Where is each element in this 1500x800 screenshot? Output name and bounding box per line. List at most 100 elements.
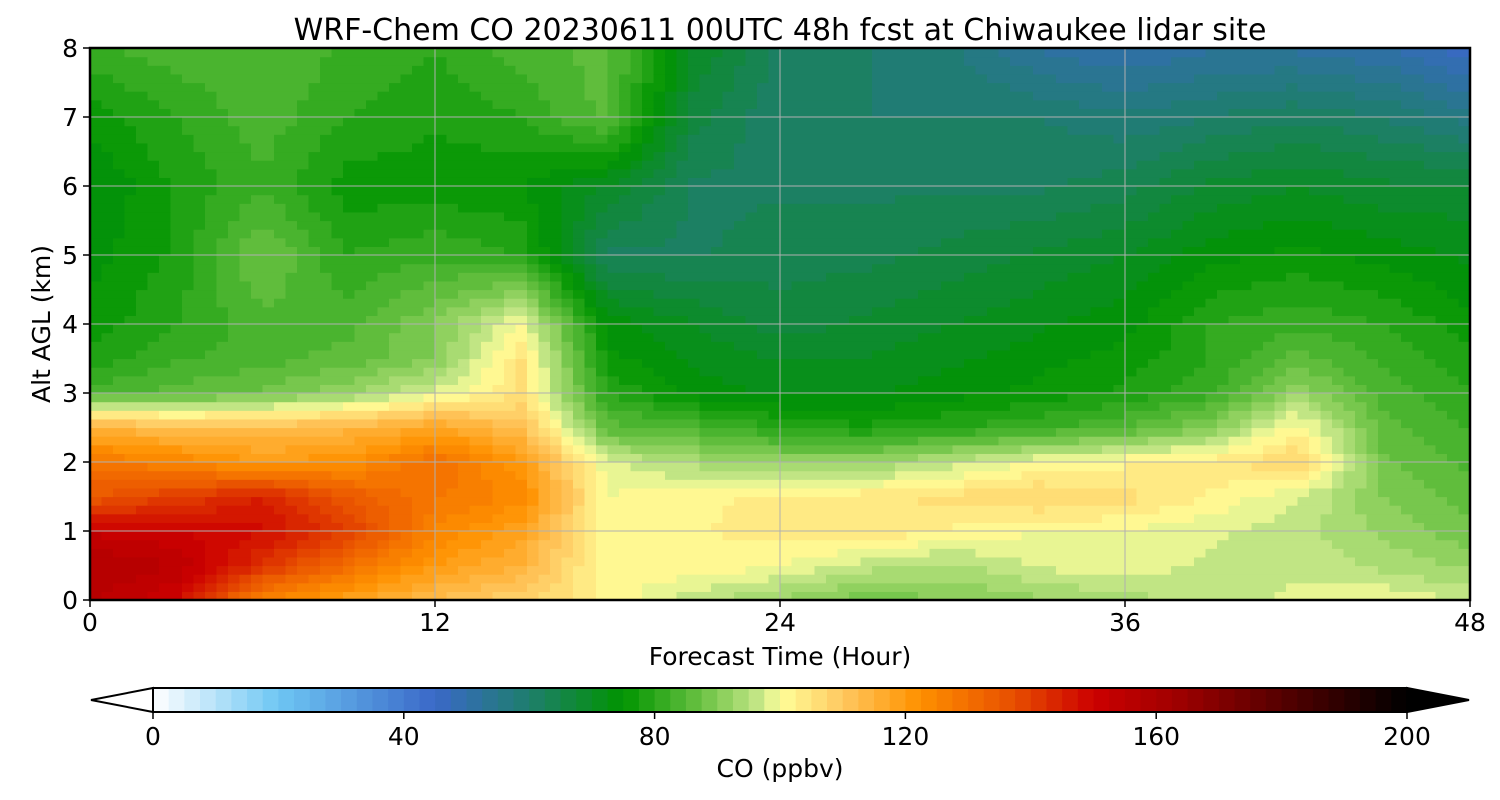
heatmap-cell — [826, 82, 839, 92]
heatmap-cell — [757, 211, 770, 222]
heatmap-cell — [159, 142, 172, 153]
heatmap-cell — [423, 496, 436, 506]
heatmap-cell — [469, 332, 482, 342]
heatmap-cell — [653, 194, 666, 204]
heatmap-cell — [377, 332, 390, 342]
heatmap-cell — [446, 556, 459, 567]
heatmap-cell — [642, 315, 655, 325]
heatmap-cell — [975, 565, 988, 575]
heatmap-cell — [676, 177, 689, 187]
heatmap-cell — [734, 487, 747, 498]
heatmap-cell — [262, 436, 275, 446]
heatmap-cell — [780, 444, 793, 454]
heatmap-cell — [780, 142, 793, 153]
heatmap-cell — [734, 246, 747, 256]
heatmap-cell — [653, 117, 666, 127]
heatmap-cell — [285, 349, 298, 360]
heatmap-cell — [354, 56, 367, 66]
heatmap-cell — [101, 375, 114, 385]
heatmap-cell — [711, 255, 724, 265]
heatmap-cell — [481, 358, 494, 368]
heatmap-cell — [239, 513, 252, 523]
heatmap-cell — [722, 591, 735, 601]
heatmap-cell — [538, 453, 551, 463]
heatmap-cell — [113, 393, 126, 403]
heatmap-cell — [216, 531, 229, 541]
heatmap-cell — [538, 289, 551, 299]
heatmap-cell — [699, 289, 712, 299]
heatmap-cell — [952, 341, 965, 351]
heatmap-cell — [584, 151, 597, 161]
heatmap-cell — [929, 82, 942, 92]
heatmap-cell — [228, 263, 241, 273]
heatmap-cell — [895, 496, 908, 506]
heatmap-cell — [768, 393, 781, 403]
heatmap-cell — [159, 479, 172, 489]
heatmap-cell — [435, 65, 448, 75]
heatmap-cell — [147, 246, 160, 256]
heatmap-cell — [929, 375, 942, 385]
heatmap-cell — [285, 427, 298, 437]
heatmap-cell — [113, 315, 126, 325]
heatmap-cell — [285, 272, 298, 282]
heatmap-cell — [665, 513, 678, 523]
heatmap-cell — [297, 142, 310, 153]
heatmap-cell — [745, 531, 758, 541]
heatmap-cell — [515, 367, 528, 377]
heatmap-cell — [458, 160, 471, 170]
heatmap-cell — [274, 280, 287, 291]
heatmap-cell — [170, 332, 183, 342]
heatmap-cell — [895, 229, 908, 239]
heatmap-cell — [228, 522, 241, 532]
heatmap-cell — [745, 418, 758, 429]
heatmap-cell — [366, 591, 379, 601]
heatmap-cell — [515, 73, 528, 84]
heatmap-cell — [504, 125, 517, 135]
heatmap-cell — [780, 565, 793, 575]
heatmap-cell — [596, 582, 609, 592]
heatmap-cell — [228, 151, 241, 161]
heatmap-cell — [699, 177, 712, 187]
heatmap-cell — [757, 384, 770, 394]
heatmap-cell — [837, 496, 850, 506]
heatmap-cell — [688, 574, 701, 584]
heatmap-cell — [239, 522, 252, 532]
heatmap-cell — [159, 462, 172, 472]
heatmap-cell — [860, 522, 873, 532]
heatmap-cell — [136, 91, 149, 101]
heatmap-cell — [113, 91, 126, 101]
heatmap-cell — [596, 574, 609, 584]
heatmap-cell — [573, 99, 586, 109]
heatmap-cell — [308, 556, 321, 567]
heatmap-cell — [803, 211, 816, 222]
heatmap-cell — [228, 298, 241, 308]
heatmap-cell — [860, 73, 873, 84]
heatmap-cell — [699, 56, 712, 66]
heatmap-cell — [872, 384, 885, 394]
heatmap-cell — [285, 401, 298, 411]
heatmap-cell — [274, 479, 287, 489]
heatmap-cell — [216, 263, 229, 273]
heatmap-cell — [515, 255, 528, 265]
heatmap-cell — [492, 168, 505, 178]
heatmap-cell — [561, 548, 574, 558]
heatmap-cell — [205, 324, 218, 334]
heatmap-cell — [745, 108, 758, 118]
heatmap-cell — [665, 48, 678, 58]
heatmap-cell — [377, 384, 390, 394]
heatmap-cell — [780, 194, 793, 204]
heatmap-cell — [768, 194, 781, 204]
heatmap-cell — [711, 272, 724, 282]
heatmap-cell — [193, 298, 206, 308]
heatmap-cell — [205, 479, 218, 489]
heatmap-cell — [101, 556, 114, 567]
heatmap-cell — [584, 565, 597, 575]
heatmap-cell — [906, 487, 919, 498]
heatmap-cell — [791, 117, 804, 127]
heatmap-cell — [446, 186, 459, 196]
heatmap-cell — [124, 470, 137, 480]
heatmap-cell — [515, 539, 528, 549]
heatmap-cell — [642, 134, 655, 144]
heatmap-cell — [803, 56, 816, 66]
heatmap-cell — [228, 367, 241, 377]
